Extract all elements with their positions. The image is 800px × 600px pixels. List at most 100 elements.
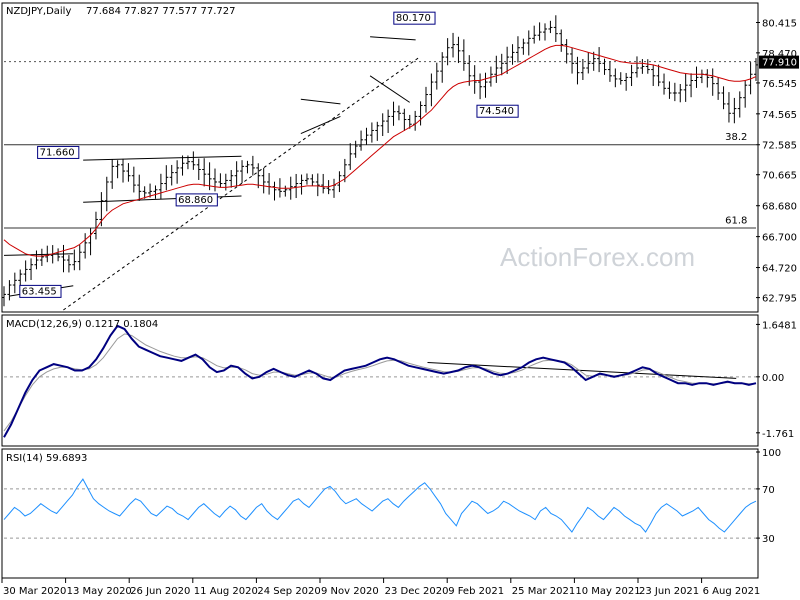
ohlc-bar (175, 160, 180, 184)
ohlc-bar (12, 272, 17, 294)
ohlc-bar (429, 73, 434, 107)
ohlc-bar (510, 44, 515, 65)
ohlc-bar (202, 158, 207, 187)
ohlc-bar (521, 38, 526, 55)
svg-text:68.860: 68.860 (178, 195, 213, 206)
ohlc-bar (250, 155, 255, 176)
macd-pane (1, 314, 759, 447)
ohlc-bar (483, 72, 488, 98)
annotation-68-860: 68.860 (175, 193, 218, 207)
ohlc-bar (137, 174, 142, 201)
pattern-line-feb-diag (369, 75, 410, 103)
ohlc-bar (613, 68, 618, 88)
ohlc-bar (34, 250, 39, 270)
ohlc-bar (461, 39, 466, 71)
ohlc-bar (115, 160, 120, 179)
ohlc-bar (488, 66, 493, 87)
ohlc-bar (364, 127, 369, 145)
ohlc-bar (559, 29, 564, 52)
ohlc-bar (218, 173, 223, 188)
ohlc-bar (694, 66, 699, 88)
ohlc-bar (570, 48, 575, 74)
annotation-71-660: 71.660 (37, 145, 80, 159)
price-title: NZDJPY,Daily (6, 6, 71, 17)
ohlc-bar (624, 72, 629, 91)
ohlc-bar (721, 86, 726, 110)
svg-text:38.2: 38.2 (725, 132, 747, 143)
macd-title: MACD(12,26,9) 0.1217 0.1804 (6, 319, 158, 330)
ohlc-bar (121, 158, 126, 183)
ohlc-bar (126, 163, 131, 182)
x-tick-label: 9 Feb 2021 (448, 586, 504, 597)
svg-text:61.8: 61.8 (725, 215, 747, 226)
ohlc-bar (553, 15, 558, 42)
ohlc-bar (705, 69, 710, 88)
watermark: ActionForex.com (500, 242, 695, 272)
ohlc-bar (131, 166, 136, 193)
pattern-line-upper-box (3, 253, 74, 256)
rsi-line (3, 478, 757, 533)
ohlc-bar (164, 165, 169, 191)
ohlc-bar (315, 173, 320, 197)
macd-trendline (427, 362, 737, 379)
ohlc-bar (83, 233, 88, 259)
ohlc-bar (743, 80, 748, 108)
ohlc-bar (434, 62, 439, 90)
annotation-63-455: 63.455 (19, 284, 62, 298)
ohlc-bar (754, 58, 758, 82)
ohlc-bar (369, 122, 374, 143)
ohlc-bar (618, 72, 623, 85)
ohlc-bar (77, 244, 82, 271)
ohlc-bar (353, 140, 358, 158)
macd-line (3, 324, 757, 438)
ohlc-bar (651, 64, 656, 86)
ohlc-bar (191, 151, 196, 170)
pattern-line-trend-dashed (63, 56, 420, 311)
ohlc-bar (169, 164, 174, 186)
ohlc-bar (689, 73, 694, 98)
svg-text:77.910: 77.910 (762, 58, 797, 69)
x-tick-label: 23 Jun 2021 (639, 586, 699, 597)
rsi-y-tick-label: 70 (762, 485, 775, 496)
ohlc-bar (645, 59, 650, 74)
svg-text:63.455: 63.455 (22, 286, 57, 297)
ohlc-bar (56, 248, 61, 262)
x-tick-label: 10 May 2021 (575, 586, 640, 597)
ohlc-bar (634, 56, 639, 78)
ohlc-bar (240, 160, 245, 184)
ohlc-bar (580, 58, 585, 80)
ohlc-bar (748, 62, 753, 95)
ohlc-bar (526, 30, 531, 56)
ohlc-bar (662, 73, 667, 95)
ohlc-bar (402, 108, 407, 131)
ohlc-bar (683, 73, 688, 102)
ohlc-bar (467, 55, 472, 86)
ohlc-bar (104, 176, 109, 212)
ohlc-bar (148, 183, 153, 198)
annotation-38-2: 38.2 (725, 132, 747, 143)
price-y-tick-label: 80.415 (762, 19, 797, 30)
ohlc-bar (667, 81, 672, 99)
ohlc-bar (423, 86, 428, 113)
price-y-tick-label: 74.565 (762, 110, 797, 121)
ohlc-bar (407, 114, 412, 129)
ohlc-bar (245, 160, 250, 174)
ohlc-bar (586, 52, 591, 74)
ohlc-bar (478, 73, 483, 100)
ohlc-bar (678, 83, 683, 103)
ohlc-bar (537, 22, 542, 41)
ohlc-bar (66, 255, 71, 273)
ohlc-bar (386, 109, 391, 133)
ohlc-bar (321, 173, 326, 194)
macd-y-tick-label: 0.00 (762, 373, 784, 384)
ohlc-bar (380, 113, 385, 137)
ohlc-bar (640, 59, 645, 74)
annotation-61-8: 61.8 (725, 215, 747, 226)
svg-text:71.660: 71.660 (40, 147, 75, 158)
ohlc-bar (716, 77, 721, 100)
ohlc-bar (229, 169, 234, 188)
annotation-74-540: 74.540 (476, 104, 519, 118)
ohlc-bar (185, 155, 190, 170)
pattern-line-wedge-top (300, 98, 341, 105)
